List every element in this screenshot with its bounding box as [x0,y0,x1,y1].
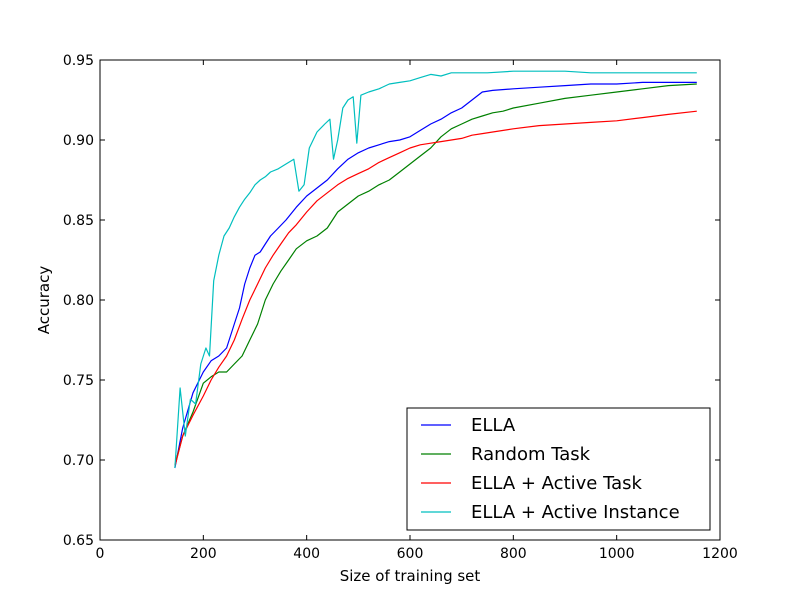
legend-label-2: ELLA + Active Task [471,473,643,494]
y-tick-label: 0.95 [63,53,94,69]
y-tick-label: 0.80 [63,293,94,309]
legend-box [406,407,711,531]
x-axis-label: Size of training set [340,567,481,585]
y-tick-label: 0.90 [63,133,94,149]
tick-layer: 0 200 400 600 800 1000 1200 0.65 0.70 0.75 0.80 0.8… [63,53,738,562]
plot-border [99,59,721,541]
x-tick-label: 1000 [599,546,635,562]
y-tick-label: 0.75 [63,373,94,389]
y-axis-label: Accuracy [35,266,53,335]
legend: ELLA Random Task ELLA + Active Task ELLA + … [406,407,711,531]
series-layer [174,70,697,469]
x-tick-label: 800 [500,546,527,562]
series-line-3 [174,70,697,469]
y-tick-label: 0.85 [63,213,94,229]
x-tick-label: 1200 [702,546,738,562]
y-tick-label: 0.65 [63,533,94,549]
x-tick-label: 400 [293,546,320,562]
series-line-0 [174,81,697,469]
x-tick-label: 200 [190,546,217,562]
x-tick-label: 600 [397,546,424,562]
legend-label-3: ELLA + Active Instance [471,502,680,523]
x-tick-label: 0 [96,546,105,562]
series-line-2 [174,110,697,467]
y-tick-label: 0.70 [63,453,94,469]
series-line-1 [174,83,697,465]
legend-label-0: ELLA [471,415,516,436]
legend-label-1: Random Task [471,444,591,465]
